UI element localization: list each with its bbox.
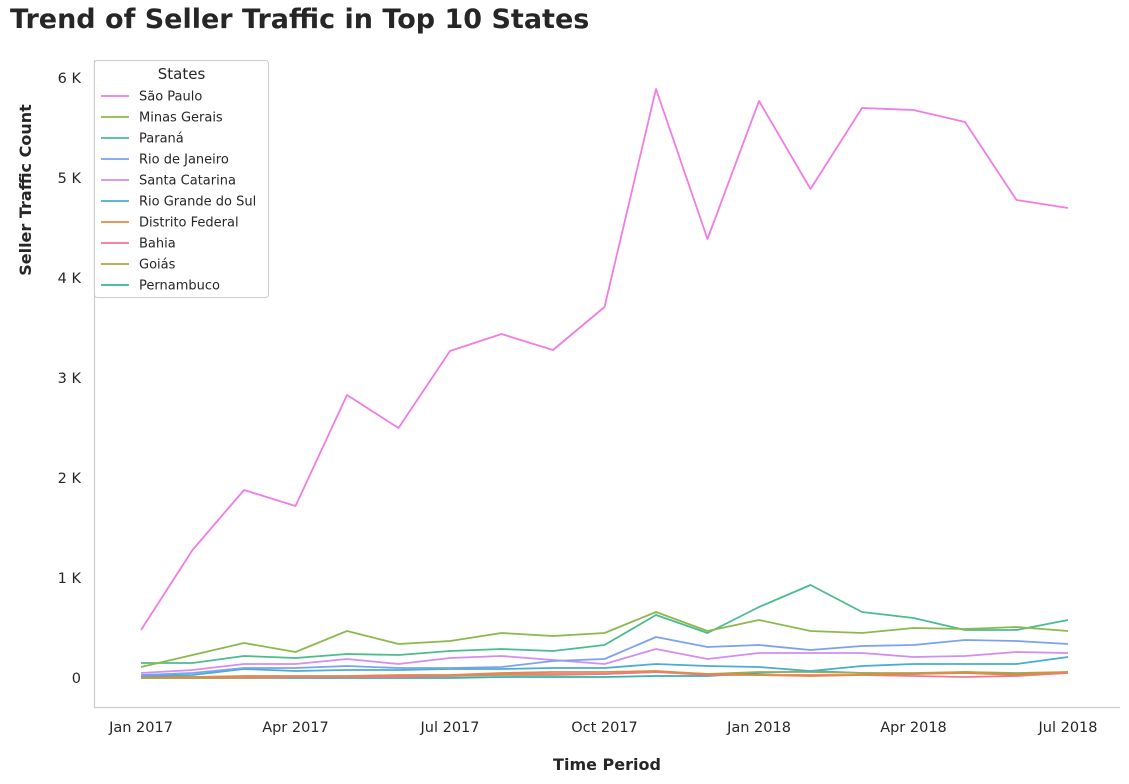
legend-box [94,60,269,298]
y-tick-label: 4 K [58,271,82,287]
x-axis-title: Time Period [553,755,661,774]
legend-label: Paraná [139,132,184,147]
x-tick-labels: Jan 2017 Apr 2017 Jul 2017 Oct 2017 Jan 2018… [108,720,1097,736]
legend-label: Santa Catarina [139,174,236,189]
y-tick-label: 6 K [58,71,82,87]
y-tick-label: 3 K [58,371,82,387]
y-tick-labels: 0 1 K 2 K 3 K 4 K 5 K 6 K [58,71,82,687]
y-tick-label: 0 [72,671,81,687]
legend-label: Pernambuco [139,279,220,294]
chart-title: Trend of Seller Traffic in Top 10 States [10,4,590,35]
legend-label: São Paulo [139,90,202,105]
series-line [140,636,1069,676]
x-tick-label: Oct 2017 [571,720,638,736]
legend-label: Distrito Federal [139,216,239,231]
x-tick-label: Apr 2018 [880,720,947,736]
series-line [141,584,1069,664]
y-axis-title: Seller Traffic Count [16,104,35,276]
x-tick-label: Jan 2017 [108,720,173,736]
legend-label: Minas Gerais [139,111,223,126]
x-tick-label: Jan 2018 [726,720,791,736]
y-tick-label: 2 K [58,471,82,487]
series-lines [140,88,1069,679]
legend-label: Rio Grande do Sul [139,195,256,210]
legend-label: Goiás [139,258,176,273]
x-tick-label: Apr 2017 [262,720,329,736]
x-tick-label: Jul 2018 [1037,720,1097,736]
y-tick-label: 5 K [58,171,82,187]
legend-title: States [158,65,206,83]
x-tick-label: Jul 2017 [419,720,479,736]
series-line [140,611,1069,668]
series-line [140,88,1069,631]
legend-items: São Paulo Minas Gerais Paraná Rio de Janeir… [101,90,256,294]
series-line [140,648,1069,674]
series-line [140,656,1069,677]
legend-label: Bahia [139,237,176,252]
series-line [141,670,1069,678]
y-tick-label: 1 K [58,571,82,587]
legend: States São Paulo Minas Gerais Paraná Rio de… [94,60,269,298]
series-line [141,671,1069,678]
legend-label: Rio de Janeiro [139,153,229,168]
